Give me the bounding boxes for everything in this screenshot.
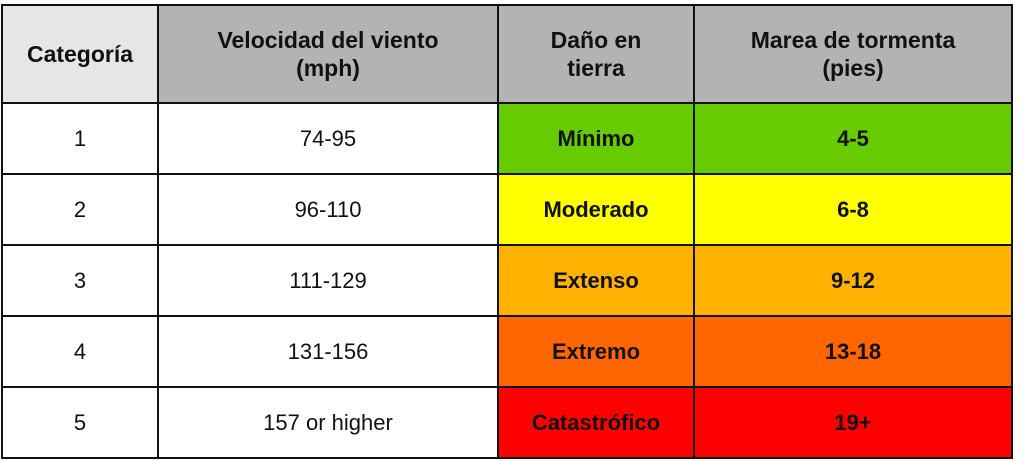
hurricane-category-table: Categoría Velocidad del viento (mph) Dañ…	[1, 4, 1013, 459]
table-row: 3 111-129 Extenso 9-12	[1, 244, 1013, 317]
cell-category: 2	[1, 173, 159, 246]
table-row: 2 96-110 Moderado 6-8	[1, 173, 1013, 246]
cell-wind-speed: 111-129	[157, 244, 499, 317]
table-row: 5 157 or higher Catastrófico 19+	[1, 386, 1013, 459]
header-surge-line2: (pies)	[822, 55, 884, 81]
cell-damage: Mínimo	[497, 102, 695, 175]
cell-category: 1	[1, 102, 159, 175]
header-category-label: Categoría	[26, 41, 134, 67]
cell-damage: Catastrófico	[497, 386, 695, 459]
header-damage-line2: tierra	[567, 55, 625, 81]
header-storm-surge: Marea de tormenta (pies)	[693, 4, 1013, 104]
cell-storm-surge: 6-8	[693, 173, 1013, 246]
table-header-row: Categoría Velocidad del viento (mph) Dañ…	[1, 4, 1013, 104]
header-wind-speed-line1: Velocidad del viento	[217, 27, 439, 53]
cell-wind-speed: 157 or higher	[157, 386, 499, 459]
cell-wind-speed: 131-156	[157, 315, 499, 388]
cell-category: 4	[1, 315, 159, 388]
header-surge-line1: Marea de tormenta	[750, 27, 956, 53]
cell-storm-surge: 19+	[693, 386, 1013, 459]
cell-wind-speed: 96-110	[157, 173, 499, 246]
header-wind-speed: Velocidad del viento (mph)	[157, 4, 499, 104]
header-damage-line1: Daño en	[550, 27, 642, 53]
cell-category: 3	[1, 244, 159, 317]
header-damage: Daño en tierra	[497, 4, 695, 104]
cell-storm-surge: 13-18	[693, 315, 1013, 388]
cell-damage: Extremo	[497, 315, 695, 388]
table-row: 4 131-156 Extremo 13-18	[1, 315, 1013, 388]
table-row: 1 74-95 Mínimo 4-5	[1, 102, 1013, 175]
cell-storm-surge: 4-5	[693, 102, 1013, 175]
cell-damage: Moderado	[497, 173, 695, 246]
cell-damage: Extenso	[497, 244, 695, 317]
header-wind-speed-line2: (mph)	[296, 55, 360, 81]
cell-storm-surge: 9-12	[693, 244, 1013, 317]
header-category: Categoría	[1, 4, 159, 104]
cell-category: 5	[1, 386, 159, 459]
cell-wind-speed: 74-95	[157, 102, 499, 175]
